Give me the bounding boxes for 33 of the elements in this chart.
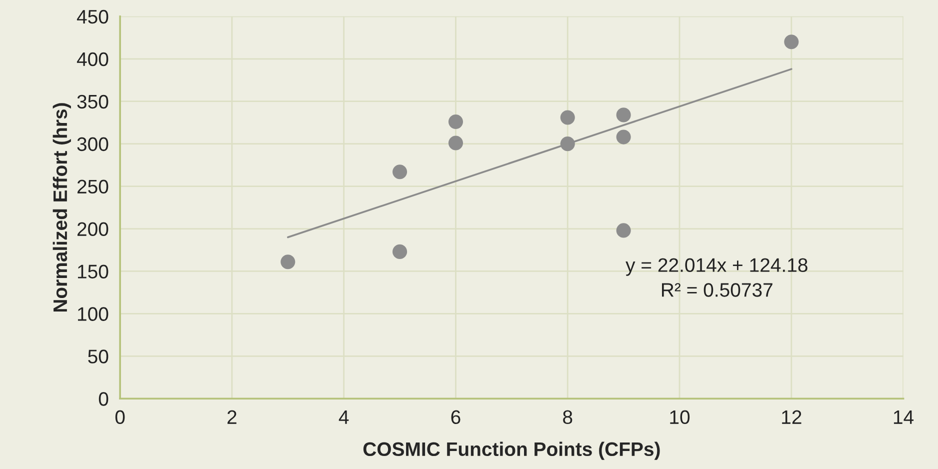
point	[448, 136, 464, 150]
x-tick-label: 10	[670, 410, 690, 424]
point	[448, 114, 464, 130]
y-tick-label: 400	[76, 52, 108, 66]
x-tick-label: 6	[451, 410, 460, 424]
y-tick-label: 50	[88, 350, 108, 364]
x-axis-title: COSMIC Function Points (CFPs)	[363, 442, 660, 460]
y-tick-label: 100	[78, 307, 108, 321]
y-tick-label: 0	[98, 392, 108, 406]
point	[560, 136, 575, 152]
annotation: R² = 0.50737	[662, 283, 772, 297]
annotation: y = 22.014x + 124.18	[626, 258, 808, 276]
y-tick-label: 200	[77, 222, 108, 236]
y-tick-label: 150	[78, 264, 108, 278]
y-tick-label: 300	[77, 137, 108, 152]
y-tick-label: 450	[76, 10, 108, 24]
point	[616, 130, 631, 144]
point	[616, 223, 631, 238]
x-tick-label: 8	[563, 410, 572, 424]
point	[392, 164, 408, 180]
point	[280, 254, 296, 270]
point	[784, 34, 799, 50]
point	[392, 244, 408, 259]
x-tick-label: 0	[115, 410, 125, 424]
x-tick-label: 2	[228, 410, 236, 424]
x-tick-label: 4	[338, 410, 349, 424]
point	[616, 108, 631, 122]
x-tick-label: 14	[894, 410, 914, 424]
y-tick-label: 250	[77, 180, 108, 194]
x-tick-label: 12	[782, 410, 802, 424]
y-tick-label: 350	[77, 94, 108, 109]
point	[560, 110, 575, 125]
y-axis-title: Normalized Effort (hrs)	[52, 103, 71, 312]
